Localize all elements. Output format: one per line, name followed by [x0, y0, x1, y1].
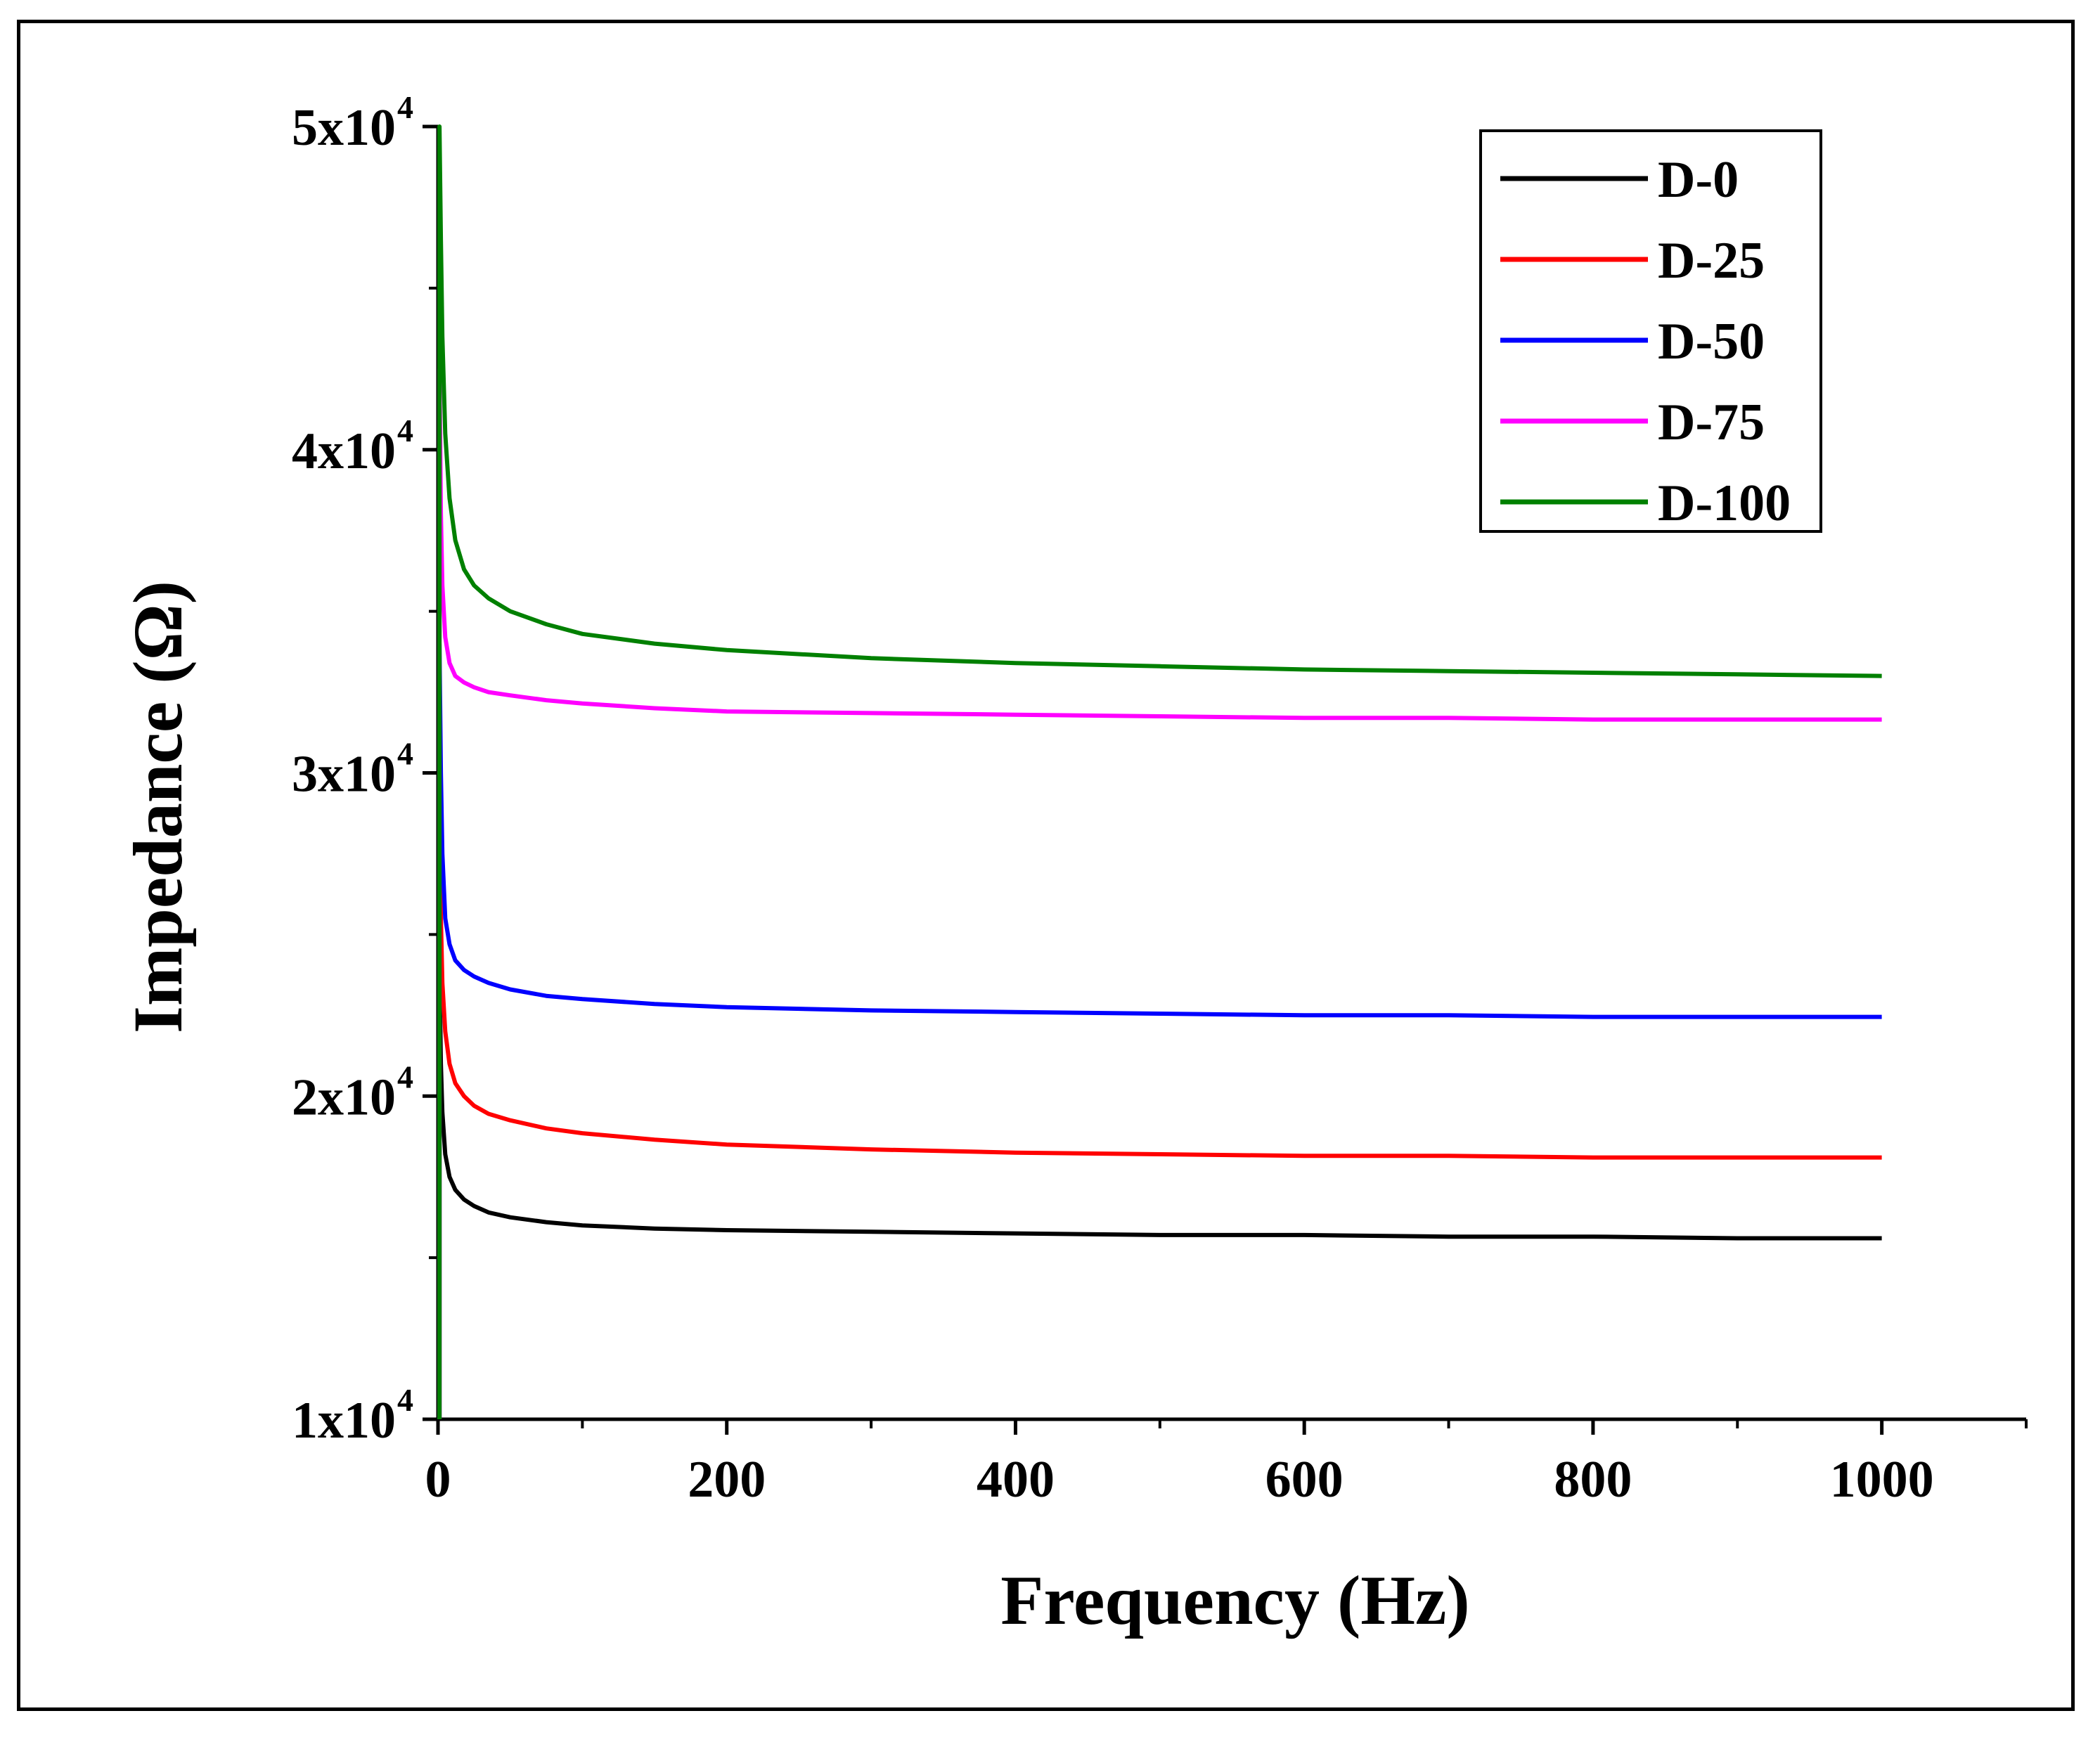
y-tick-label: 4x10	[292, 422, 396, 480]
y-tick-label: 1x10	[292, 1392, 396, 1449]
legend-label-d-75: D-75	[1658, 394, 1765, 451]
series-line-d-100	[437, 124, 1882, 1419]
series-line-d-25	[437, 819, 1882, 1419]
legend: D-0 D-25 D-50 D-75 D-100	[1479, 129, 1822, 533]
x-tick-label: 400	[977, 1451, 1055, 1509]
y-axis-label: Impedance (Ω)	[119, 581, 197, 1033]
y-tick-label: 3x10	[292, 746, 396, 803]
y-tick-label: 2x10	[292, 1068, 396, 1126]
x-axis-label: Frequency (Hz)	[1000, 1561, 1469, 1639]
x-tick-label: 600	[1265, 1451, 1344, 1509]
series-line-d-0	[437, 964, 1882, 1419]
legend-label-d-0: D-0	[1658, 151, 1739, 209]
y-tick-exponent: 4	[397, 1059, 413, 1094]
series-line-d-75	[437, 366, 1882, 1419]
y-tick-exponent: 4	[397, 736, 413, 772]
y-tick-exponent: 4	[397, 413, 413, 448]
legend-label-d-25: D-25	[1658, 232, 1765, 290]
series-line-d-50	[437, 641, 1882, 1419]
x-tick-label: 1000	[1830, 1451, 1934, 1509]
x-tick-label: 200	[688, 1451, 766, 1509]
y-tick-exponent: 4	[397, 1382, 413, 1418]
series-group	[437, 124, 1882, 1419]
legend-label-d-100: D-100	[1658, 474, 1791, 532]
x-tick-label: 0	[425, 1451, 451, 1509]
y-tick-label: 5x10	[292, 99, 396, 157]
x-tick-label: 800	[1554, 1451, 1632, 1509]
legend-box	[1479, 129, 1822, 533]
legend-label-d-50: D-50	[1658, 313, 1765, 370]
y-tick-exponent: 4	[397, 89, 413, 125]
